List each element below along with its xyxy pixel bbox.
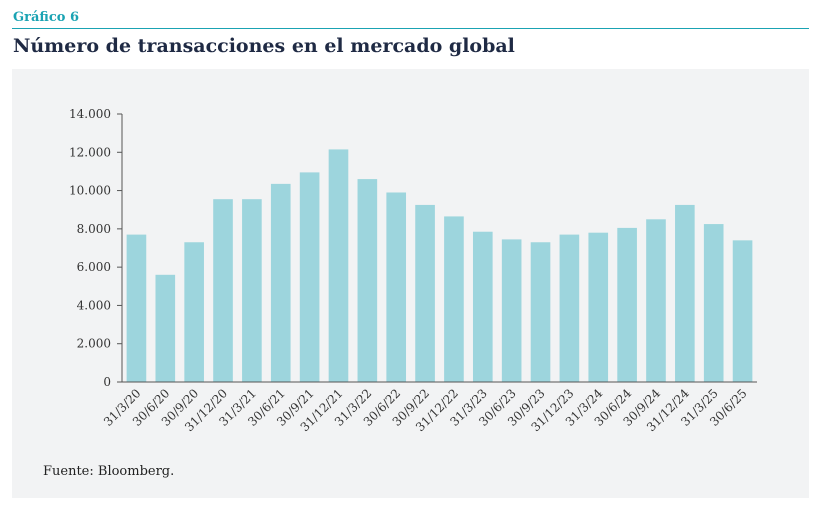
y-tick-label: 0 xyxy=(103,375,111,389)
y-tick-label: 10.000 xyxy=(69,184,111,198)
bar xyxy=(675,204,695,382)
chart-number-label: Gráfico 6 xyxy=(13,10,79,25)
bar xyxy=(386,192,407,382)
y-tick-label: 12.000 xyxy=(69,145,111,159)
bar xyxy=(415,204,435,382)
bar xyxy=(444,216,464,382)
bar xyxy=(126,234,147,382)
bar xyxy=(299,172,320,382)
bar xyxy=(213,199,233,382)
bar xyxy=(184,242,204,382)
bar xyxy=(617,227,637,382)
y-tick-label: 6.000 xyxy=(77,260,111,274)
source-note: Fuente: Bloomberg. xyxy=(43,464,175,479)
bar xyxy=(588,232,609,382)
y-tick-label: 8.000 xyxy=(77,222,111,236)
bar xyxy=(559,234,580,382)
y-tick-label: 14.000 xyxy=(69,107,111,121)
bar xyxy=(357,179,378,382)
header-rule xyxy=(12,28,809,29)
bar xyxy=(270,183,291,382)
chart-title: Número de transacciones en el mercado gl… xyxy=(13,35,515,57)
bar xyxy=(328,149,349,382)
bar xyxy=(242,199,262,382)
bar xyxy=(155,274,176,382)
bar xyxy=(530,242,551,382)
bar xyxy=(732,240,753,382)
y-tick-label: 2.000 xyxy=(77,337,111,351)
bar xyxy=(501,239,522,382)
bar xyxy=(472,231,493,382)
bar xyxy=(646,219,666,382)
bar xyxy=(703,224,724,382)
y-tick-label: 4.000 xyxy=(77,298,111,312)
